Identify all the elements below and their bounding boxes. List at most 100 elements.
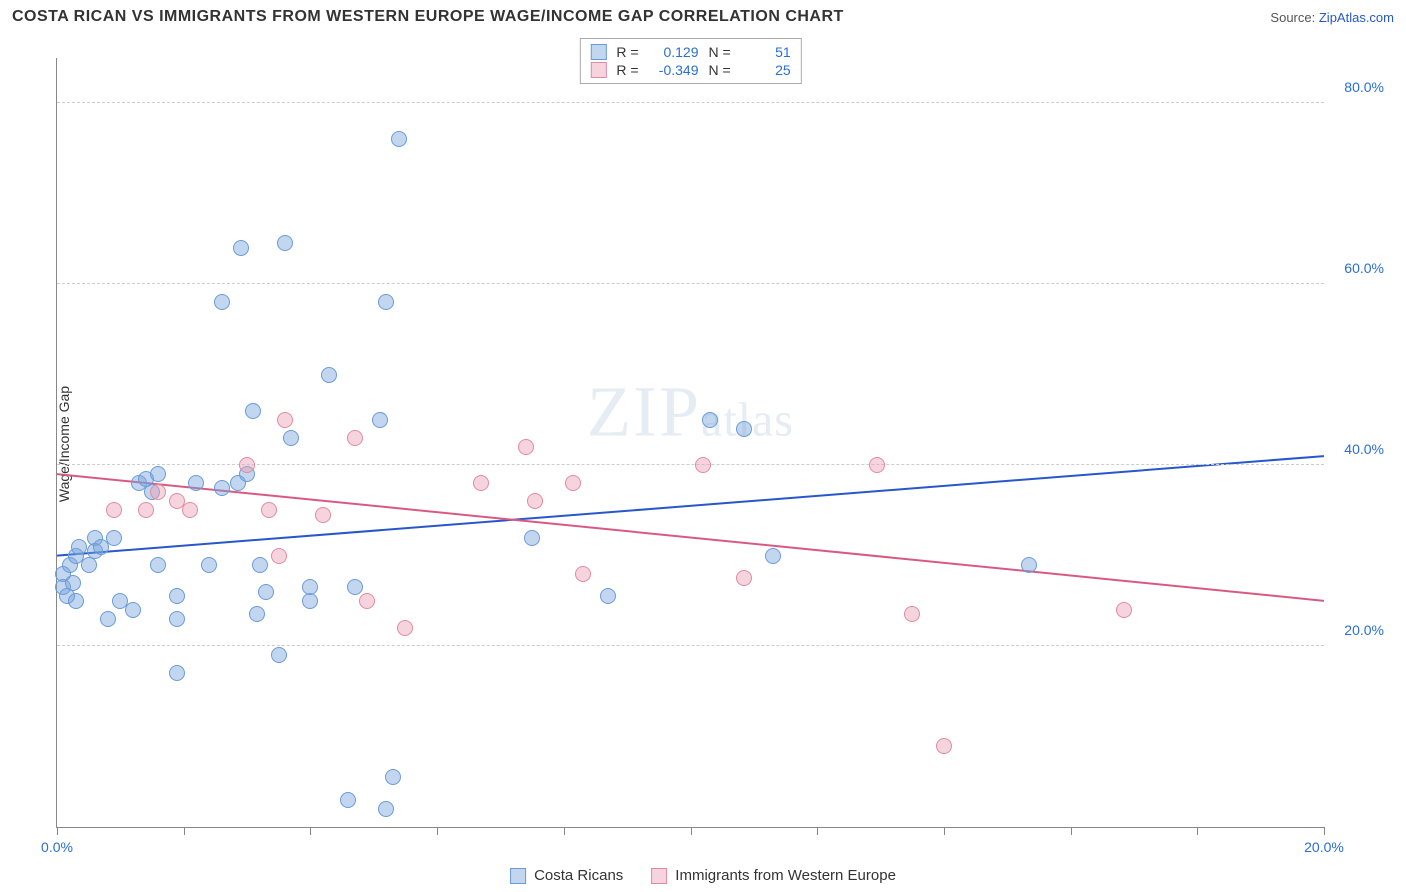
x-tick <box>310 827 311 835</box>
x-tick <box>564 827 565 835</box>
data-point <box>71 539 87 555</box>
data-point <box>575 566 591 582</box>
data-point <box>252 557 268 573</box>
legend-item-1: Costa Ricans <box>510 867 623 884</box>
watermark-part1: ZIP <box>587 371 701 451</box>
data-point <box>378 294 394 310</box>
watermark: ZIPatlas <box>587 370 794 453</box>
x-tick-label: 0.0% <box>41 839 73 855</box>
legend-n-label-1: N = <box>709 44 731 60</box>
data-point <box>271 548 287 564</box>
data-point <box>565 475 581 491</box>
data-point <box>736 570 752 586</box>
x-tick <box>944 827 945 835</box>
data-point <box>600 588 616 604</box>
page-title: COSTA RICAN VS IMMIGRANTS FROM WESTERN E… <box>12 8 844 26</box>
chart-container: Wage/Income Gap R = 0.129 N = 51 R = -0.… <box>12 36 1394 852</box>
data-point <box>277 235 293 251</box>
legend-swatch-2 <box>590 62 606 78</box>
data-point <box>100 611 116 627</box>
legend-item-2: Immigrants from Western Europe <box>651 867 896 884</box>
legend-r-label-2: R = <box>616 62 638 78</box>
data-point <box>378 801 394 817</box>
data-point <box>239 457 255 473</box>
trend-line <box>57 474 1324 601</box>
data-point <box>385 769 401 785</box>
y-tick-label: 60.0% <box>1344 260 1384 276</box>
data-point <box>125 602 141 618</box>
data-point <box>527 493 543 509</box>
data-point <box>258 584 274 600</box>
legend-n-value-1: 51 <box>737 44 791 60</box>
data-point <box>391 131 407 147</box>
x-tick <box>1071 827 1072 835</box>
data-point <box>347 430 363 446</box>
data-point <box>904 606 920 622</box>
gridline <box>57 645 1324 646</box>
data-point <box>277 412 293 428</box>
data-point <box>736 421 752 437</box>
legend-swatch-bottom-1 <box>510 868 526 884</box>
data-point <box>271 647 287 663</box>
data-point <box>214 294 230 310</box>
gridline <box>57 283 1324 284</box>
data-point <box>106 530 122 546</box>
data-point <box>702 412 718 428</box>
data-point <box>936 738 952 754</box>
x-tick <box>184 827 185 835</box>
data-point <box>524 530 540 546</box>
data-point <box>169 588 185 604</box>
data-point <box>695 457 711 473</box>
legend-r-value-1: 0.129 <box>645 44 699 60</box>
data-point <box>347 579 363 595</box>
legend-row-series-2: R = -0.349 N = 25 <box>590 61 790 79</box>
data-point <box>169 665 185 681</box>
y-tick-label: 20.0% <box>1344 622 1384 638</box>
legend-label-1: Costa Ricans <box>534 867 623 884</box>
data-point <box>321 367 337 383</box>
legend-label-2: Immigrants from Western Europe <box>675 867 896 884</box>
data-point <box>169 611 185 627</box>
data-point <box>372 412 388 428</box>
x-tick <box>817 827 818 835</box>
data-point <box>245 403 261 419</box>
source-attribution: Source: ZipAtlas.com <box>1270 10 1394 25</box>
legend-n-label-2: N = <box>709 62 731 78</box>
data-point <box>1021 557 1037 573</box>
legend-swatch-bottom-2 <box>651 868 667 884</box>
legend-r-value-2: -0.349 <box>645 62 699 78</box>
scatter-plot: R = 0.129 N = 51 R = -0.349 N = 25 ZIPat… <box>56 58 1324 828</box>
series-legend: Costa Ricans Immigrants from Western Eur… <box>510 867 896 884</box>
data-point <box>150 484 166 500</box>
x-tick <box>437 827 438 835</box>
data-point <box>214 480 230 496</box>
data-point <box>340 792 356 808</box>
data-point <box>1116 602 1132 618</box>
data-point <box>249 606 265 622</box>
legend-r-label-1: R = <box>616 44 638 60</box>
data-point <box>188 475 204 491</box>
y-tick-label: 40.0% <box>1344 441 1384 457</box>
data-point <box>359 593 375 609</box>
data-point <box>150 557 166 573</box>
data-point <box>261 502 277 518</box>
data-point <box>302 579 318 595</box>
source-link[interactable]: ZipAtlas.com <box>1319 10 1394 25</box>
x-tick-label: 20.0% <box>1304 839 1344 855</box>
gridline <box>57 102 1324 103</box>
data-point <box>869 457 885 473</box>
trend-lines-layer <box>57 58 1324 827</box>
data-point <box>182 502 198 518</box>
x-tick <box>691 827 692 835</box>
correlation-legend: R = 0.129 N = 51 R = -0.349 N = 25 <box>579 38 801 84</box>
legend-row-series-1: R = 0.129 N = 51 <box>590 43 790 61</box>
data-point <box>518 439 534 455</box>
source-label: Source: <box>1270 10 1315 25</box>
y-tick-label: 80.0% <box>1344 79 1384 95</box>
x-tick <box>1324 827 1325 835</box>
data-point <box>201 557 217 573</box>
legend-n-value-2: 25 <box>737 62 791 78</box>
data-point <box>68 593 84 609</box>
data-point <box>150 466 166 482</box>
data-point <box>65 575 81 591</box>
